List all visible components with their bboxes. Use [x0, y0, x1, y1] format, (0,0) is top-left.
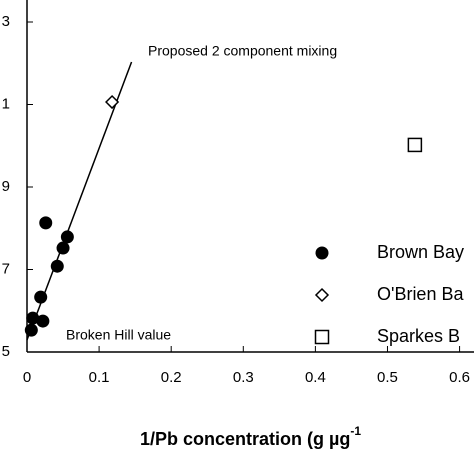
point: [105, 94, 120, 110]
point: [50, 259, 64, 273]
point: [56, 241, 70, 255]
point: [34, 290, 48, 304]
legend-marker: [314, 287, 330, 303]
x-tick-label: 0.6: [449, 369, 470, 386]
y-tick-label: 1: [2, 95, 10, 112]
y-tick-label: 5: [2, 343, 10, 360]
y-tick-label: 7: [2, 260, 10, 277]
annotation: Broken Hill value: [66, 327, 171, 343]
x-tick-label: 0: [23, 369, 31, 386]
point: [60, 230, 74, 244]
legend-marker: [315, 246, 329, 260]
point: [36, 314, 50, 328]
legend-label: Sparkes B: [377, 326, 460, 346]
legend-label: O'Brien Ba: [377, 284, 464, 304]
x-label-exponent: -1: [350, 424, 361, 438]
legend-label: Brown Bay: [377, 242, 464, 262]
x-tick-label: 0.1: [89, 369, 110, 386]
y-tick-label: 9: [2, 178, 10, 195]
line-label: Proposed 2 component mixing: [148, 43, 337, 59]
x-axis-label: 1/Pb concentration (g µg-1: [140, 424, 361, 449]
point: [407, 137, 423, 153]
y-tick-label: 3: [2, 13, 10, 30]
x-tick-label: 0.2: [161, 369, 182, 386]
point: [39, 216, 53, 230]
point: [24, 323, 38, 337]
x-label-text: 1/Pb concentration (g µg: [140, 429, 350, 449]
x-tick-label: 0.5: [377, 369, 398, 386]
point: [26, 311, 40, 325]
x-tick-label: 0.4: [305, 369, 326, 386]
x-tick-label: 0.3: [233, 369, 254, 386]
legend-marker: [314, 329, 330, 345]
